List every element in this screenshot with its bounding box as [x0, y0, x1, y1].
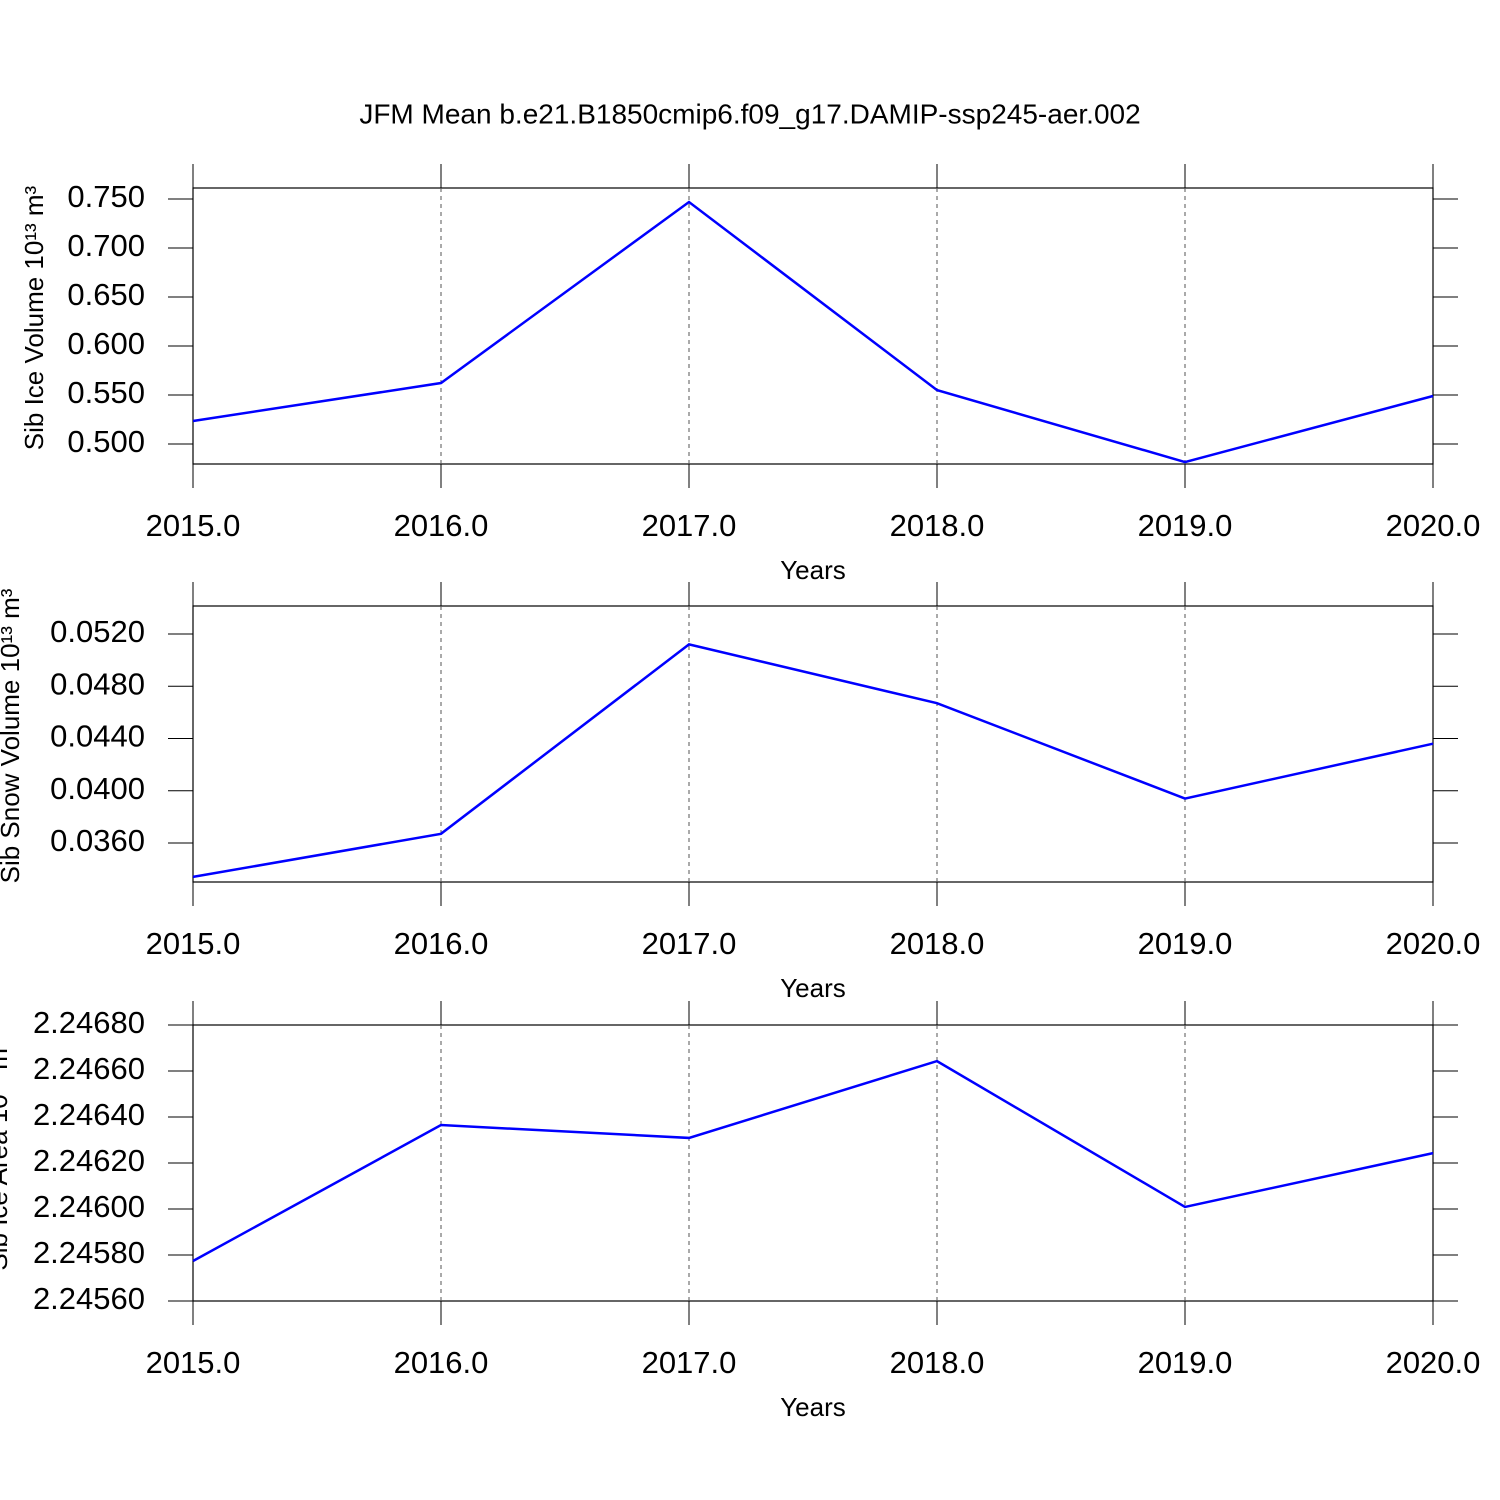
y-tick-label: 2.24600 [33, 1189, 145, 1224]
plot-frame [192, 1024, 1434, 1302]
x-tick-label: 2020.0 [1386, 926, 1481, 961]
plot-frame [192, 187, 1434, 465]
y-tick-label: 0.600 [67, 326, 145, 361]
x-tick-label: 2018.0 [890, 926, 985, 961]
x-tick-label: 2016.0 [394, 508, 489, 543]
x-axis-label: Years [780, 973, 846, 1003]
y-tick-label: 0.0400 [50, 771, 145, 806]
x-axis-label: Years [780, 1392, 846, 1422]
x-tick-label: 2019.0 [1138, 926, 1233, 961]
y-tick-label: 0.500 [67, 424, 145, 459]
y-tick-label: 2.24580 [33, 1235, 145, 1270]
x-tick-label: 2019.0 [1138, 508, 1233, 543]
y-tick-label: 0.0520 [50, 614, 145, 649]
x-tick-label: 2017.0 [642, 508, 737, 543]
y-axis-label: Sib Ice Area 10¹³ m² [0, 1039, 13, 1271]
x-tick-label: 2016.0 [394, 1345, 489, 1380]
plot-frame [192, 605, 1434, 883]
x-axis-label: Years [780, 555, 846, 585]
x-tick-label: 2018.0 [890, 1345, 985, 1380]
data-line [192, 200, 1434, 464]
y-tick-label: 2.24560 [33, 1281, 145, 1316]
chart-title: JFM Mean b.e21.B1850cmip6.f09_g17.DAMIP-… [359, 98, 1140, 129]
data-line [192, 1059, 1434, 1263]
y-axis-label: Sib Ice Volume 10¹³ m³ [19, 185, 49, 450]
x-tick-label: 2017.0 [642, 926, 737, 961]
y-tick-label: 2.24680 [33, 1005, 145, 1040]
y-tick-label: 0.550 [67, 375, 145, 410]
y-tick-label: 2.24640 [33, 1097, 145, 1132]
y-tick-label: 0.0360 [50, 823, 145, 858]
y-axis-label: Sib Snow Volume 10¹³ m³ [0, 588, 25, 883]
x-tick-label: 2015.0 [146, 926, 241, 961]
x-tick-label: 2020.0 [1386, 508, 1481, 543]
x-tick-label: 2019.0 [1138, 1345, 1233, 1380]
y-tick-label: 2.24620 [33, 1143, 145, 1178]
y-tick-label: 0.0480 [50, 666, 145, 701]
x-tick-label: 2018.0 [890, 508, 985, 543]
y-tick-label: 0.750 [67, 179, 145, 214]
x-tick-label: 2016.0 [394, 926, 489, 961]
x-tick-label: 2015.0 [146, 1345, 241, 1380]
data-line [192, 643, 1434, 879]
y-tick-label: 0.700 [67, 228, 145, 263]
y-tick-label: 0.0440 [50, 719, 145, 754]
y-tick-label: 0.650 [67, 277, 145, 312]
x-tick-label: 2020.0 [1386, 1345, 1481, 1380]
x-tick-label: 2017.0 [642, 1345, 737, 1380]
y-tick-label: 2.24660 [33, 1051, 145, 1086]
x-tick-label: 2015.0 [146, 508, 241, 543]
